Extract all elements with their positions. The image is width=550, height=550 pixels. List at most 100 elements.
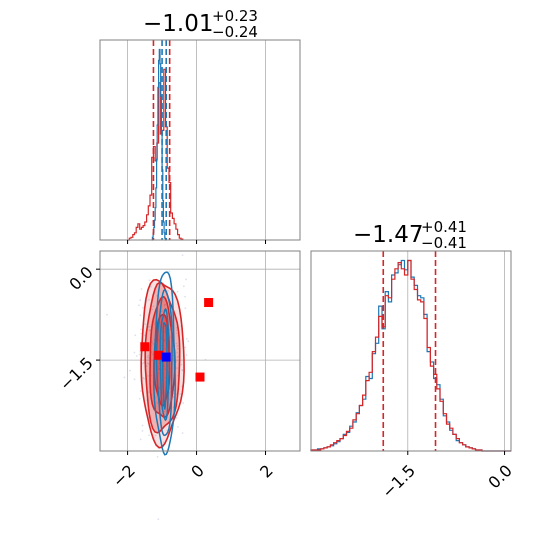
scatter-point — [172, 395, 175, 398]
scatter-point — [153, 323, 156, 325]
scatter-point — [176, 347, 179, 350]
scatter-point — [163, 410, 166, 413]
scatter-point — [176, 332, 178, 335]
scatter-point — [139, 350, 142, 353]
scatter-point — [123, 376, 126, 379]
scatter-point — [135, 355, 138, 357]
scatter-point — [164, 347, 167, 350]
contour-panel-param-1-2: −2 0 20.0−1.5 — [56, 250, 301, 521]
scatter-point — [181, 432, 184, 434]
scatter-point — [163, 338, 166, 341]
scatter-point — [156, 401, 159, 404]
marker-a — [195, 372, 205, 382]
scatter-point — [141, 429, 144, 432]
scatter-point — [177, 425, 179, 428]
scatter-point — [140, 332, 143, 335]
contour-frame — [99, 250, 301, 452]
scatter-point — [133, 378, 136, 381]
scatter-point — [139, 299, 142, 302]
scatter-point — [141, 424, 144, 427]
contour-b-level — [153, 271, 176, 456]
scatter-point — [157, 338, 160, 341]
scatter-point — [147, 354, 150, 357]
hist-1-step-series_b — [151, 48, 167, 241]
scatter-point — [138, 304, 140, 307]
scatter-point — [176, 345, 179, 348]
scatter-point — [181, 368, 184, 371]
scatter-point — [146, 375, 149, 377]
contour-b-level — [162, 322, 168, 411]
scatter-point — [176, 290, 179, 293]
scatter-point — [106, 313, 108, 316]
contour-ticks — [96, 268, 267, 455]
scatter-point — [157, 368, 160, 370]
scatter-point — [164, 376, 167, 379]
scatter-point — [157, 518, 160, 521]
scatter-point — [175, 329, 178, 332]
hist-1-series — [127, 48, 184, 241]
contour-markers — [140, 298, 214, 382]
scatter-point — [184, 307, 187, 310]
scatter-point — [146, 356, 149, 359]
scatter-point — [158, 368, 160, 371]
scatter-point — [187, 340, 190, 343]
hist-2-title-value: −1.47 — [353, 222, 423, 248]
scatter-point — [141, 362, 144, 365]
scatter-point — [176, 367, 178, 370]
scatter-point — [145, 365, 148, 367]
marker-a — [140, 342, 150, 352]
contour-series-b — [153, 271, 176, 456]
scatter-point — [185, 278, 188, 281]
scatter-point — [176, 356, 179, 359]
hist-1-title-plus: +0.23 — [212, 7, 258, 25]
scatter-point — [154, 434, 157, 437]
marker-a — [204, 298, 214, 308]
scatter-point — [133, 351, 136, 354]
scatter-point — [134, 334, 137, 337]
scatter-point — [148, 298, 150, 301]
scatter-point — [185, 337, 188, 340]
scatter-point — [204, 358, 207, 361]
scatter-point — [158, 362, 161, 365]
marker-a — [154, 350, 164, 360]
scatter-point — [146, 362, 149, 365]
scatter-point — [142, 376, 145, 379]
scatter-point — [147, 363, 150, 365]
scatter-point — [140, 288, 143, 290]
scatter-point — [181, 254, 184, 257]
scatter-point — [182, 402, 185, 404]
marker-b — [161, 352, 171, 362]
scatter-point — [176, 351, 179, 354]
scatter-point — [144, 323, 147, 326]
hist-2-quantile-lines — [382, 251, 437, 451]
hist-2-ticks — [407, 451, 506, 455]
scatter-point — [148, 279, 151, 282]
scatter-point — [168, 270, 171, 273]
scatter-point — [163, 365, 165, 368]
scatter-point — [161, 310, 164, 312]
scatter-point — [158, 296, 161, 299]
hist-1-title: −1.01 — [143, 11, 213, 37]
hist-2-grid — [407, 251, 505, 451]
scatter-point — [151, 308, 154, 311]
hist-1-title-minus: −0.24 — [212, 23, 258, 41]
hist-1-quantile-lines — [152, 40, 171, 240]
scatter-point — [185, 354, 188, 356]
scatter-point — [180, 363, 183, 366]
hist-1-step-series_a — [127, 68, 184, 241]
scatter-point — [157, 372, 160, 375]
hist-1-frame — [99, 39, 301, 241]
scatter-point — [175, 417, 178, 419]
scatter-point — [148, 434, 150, 437]
scatter-point — [167, 290, 169, 292]
scatter-point — [163, 304, 166, 307]
scatter-point — [163, 303, 166, 306]
scatter-point — [157, 365, 160, 368]
scatter-point — [163, 330, 166, 333]
scatter-point — [150, 286, 152, 288]
scatter-point — [184, 295, 186, 298]
hist-1-grid — [127, 40, 266, 240]
contour-b-level — [159, 307, 171, 422]
contour-grid — [100, 251, 300, 451]
